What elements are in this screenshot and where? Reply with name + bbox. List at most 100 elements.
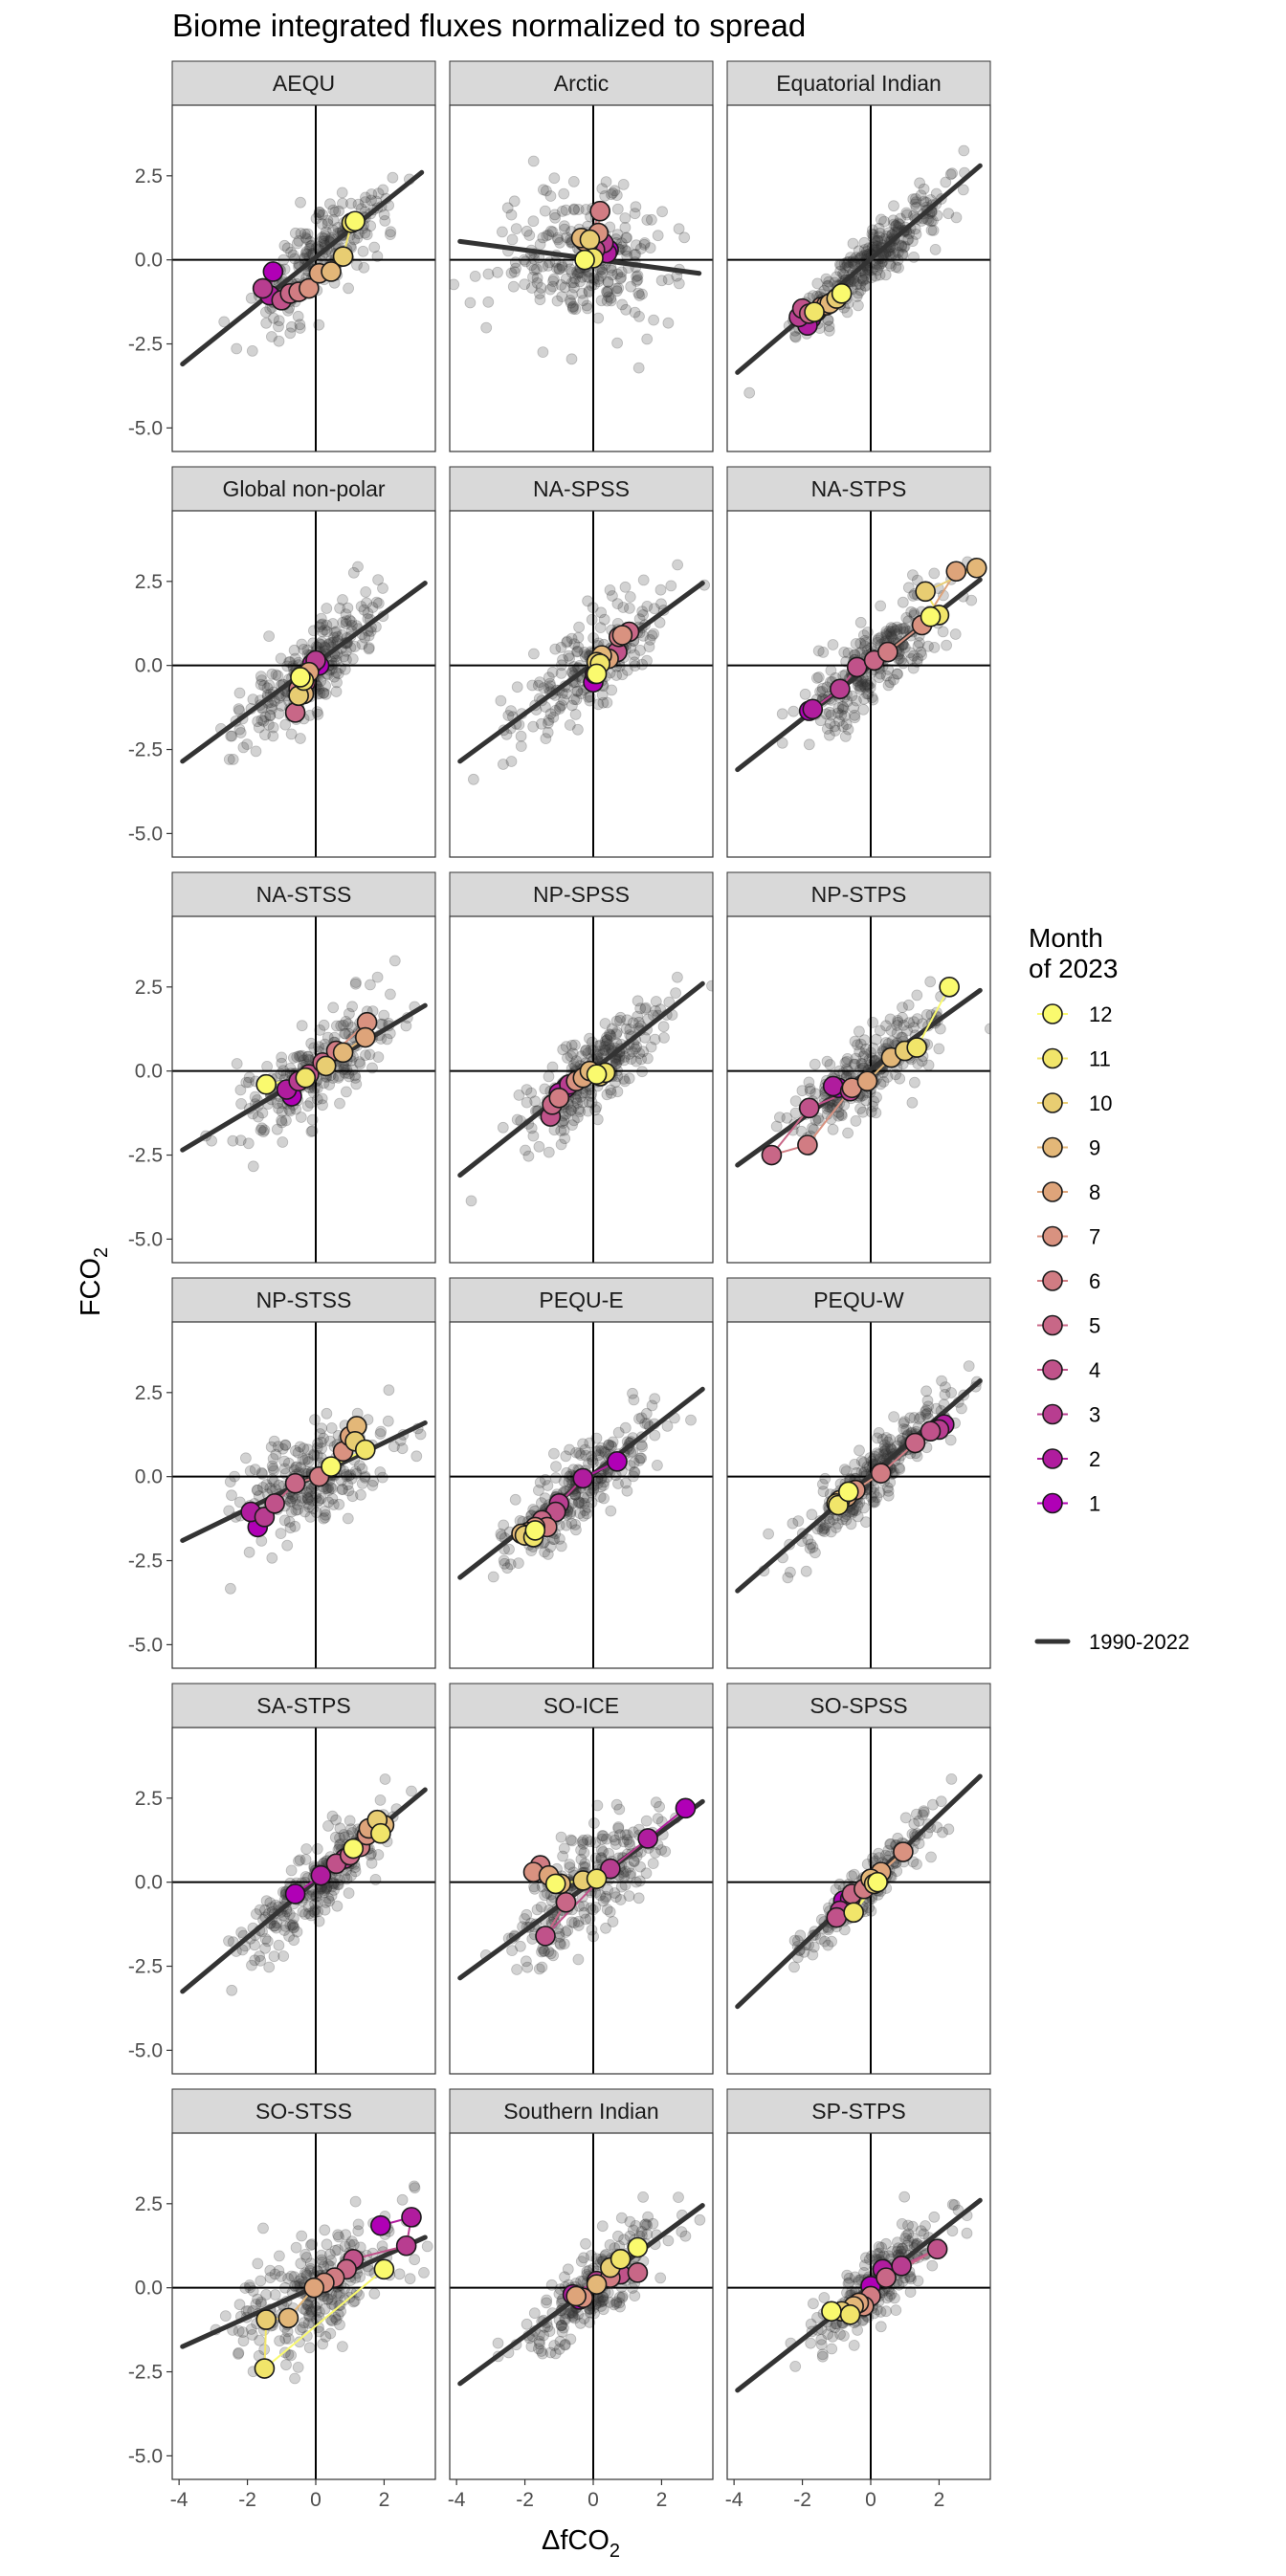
- background-point: [559, 188, 569, 199]
- background-point: [624, 1891, 634, 1902]
- background-point: [389, 956, 400, 966]
- facet-strip-label: NP-SPSS: [533, 882, 630, 907]
- background-point: [277, 1115, 287, 1126]
- background-point: [291, 2242, 301, 2253]
- background-point: [812, 278, 823, 289]
- background-point: [618, 179, 629, 189]
- background-point: [804, 1077, 814, 1088]
- background-point: [563, 1926, 573, 1936]
- background-point: [356, 602, 366, 612]
- month-point-9: [278, 2308, 298, 2327]
- background-point: [556, 642, 566, 652]
- background-point: [864, 1903, 875, 1913]
- background-point: [322, 1408, 332, 1419]
- background-point: [634, 291, 645, 301]
- background-point: [921, 1386, 932, 1397]
- background-point: [885, 1434, 896, 1444]
- background-point: [244, 1547, 255, 1557]
- background-point: [248, 1161, 258, 1172]
- background-point: [470, 271, 480, 281]
- background-point: [656, 1845, 667, 1856]
- background-point: [240, 1453, 251, 1464]
- background-point: [850, 1059, 860, 1069]
- background-point: [695, 2214, 705, 2225]
- background-point: [528, 1131, 539, 1141]
- background-point: [587, 1925, 597, 1935]
- x-tick-label: 0: [310, 2489, 322, 2511]
- background-point: [567, 290, 578, 300]
- background-point: [868, 1043, 878, 1053]
- background-point: [297, 2231, 307, 2241]
- background-point: [238, 742, 249, 753]
- background-point: [528, 272, 539, 282]
- background-point: [280, 1440, 291, 1450]
- background-point: [907, 570, 918, 581]
- background-point: [241, 1077, 252, 1088]
- background-point: [923, 215, 934, 226]
- background-point: [355, 2272, 366, 2282]
- month-point-8: [857, 1071, 876, 1090]
- background-point: [898, 1419, 909, 1429]
- month-point-3: [831, 679, 850, 698]
- background-point: [502, 203, 513, 213]
- background-point: [468, 774, 478, 784]
- month-point-7: [894, 1842, 913, 1861]
- background-point: [292, 1926, 302, 1937]
- month-point-1: [676, 1798, 695, 1817]
- background-point: [266, 704, 277, 715]
- background-point: [556, 1139, 566, 1150]
- background-point: [388, 172, 398, 183]
- background-point: [848, 238, 858, 249]
- month-point-12: [868, 1873, 887, 1892]
- month-point-2: [824, 1076, 843, 1095]
- panel-na-stps: NA-STPS: [727, 467, 990, 857]
- x-tick-label: -2: [238, 2489, 256, 2511]
- month-point-10: [580, 231, 599, 250]
- background-point: [642, 601, 653, 611]
- background-point: [575, 1508, 586, 1519]
- background-point: [253, 2258, 263, 2269]
- background-point: [593, 313, 604, 323]
- background-point: [568, 301, 579, 312]
- month-point-5: [762, 1146, 781, 1165]
- background-point: [318, 1100, 328, 1111]
- background-point: [255, 2276, 266, 2286]
- background-point: [632, 271, 643, 281]
- background-point: [466, 1196, 477, 1206]
- background-point: [622, 1486, 632, 1496]
- month-point-10: [317, 1056, 336, 1075]
- month-point-7: [612, 626, 632, 645]
- background-point: [300, 232, 311, 243]
- background-point: [928, 225, 939, 235]
- background-point: [947, 168, 958, 179]
- background-point: [294, 1856, 304, 1866]
- background-point: [628, 1388, 638, 1398]
- background-point: [498, 1122, 508, 1133]
- background-point: [286, 2350, 297, 2361]
- background-point: [635, 244, 646, 254]
- background-point: [590, 1105, 601, 1115]
- background-point: [616, 2213, 627, 2223]
- background-point: [581, 2238, 591, 2249]
- background-point: [302, 1493, 313, 1504]
- background-point: [854, 1445, 865, 1456]
- background-point: [607, 1024, 617, 1034]
- background-point: [909, 1077, 920, 1088]
- background-point: [657, 207, 668, 217]
- background-point: [347, 653, 358, 664]
- background-point: [874, 223, 884, 233]
- background-point: [608, 187, 618, 198]
- month-point-11: [255, 2359, 274, 2378]
- background-point: [516, 731, 526, 741]
- y-tick-label: 2.5: [135, 165, 163, 187]
- month-point-6: [590, 202, 610, 221]
- month-point-12: [588, 1065, 607, 1084]
- background-point: [874, 1848, 884, 1859]
- background-point: [324, 199, 335, 209]
- background-point: [927, 1799, 938, 1810]
- background-point: [610, 1892, 621, 1903]
- background-point: [557, 700, 567, 711]
- month-point-5: [905, 1434, 924, 1453]
